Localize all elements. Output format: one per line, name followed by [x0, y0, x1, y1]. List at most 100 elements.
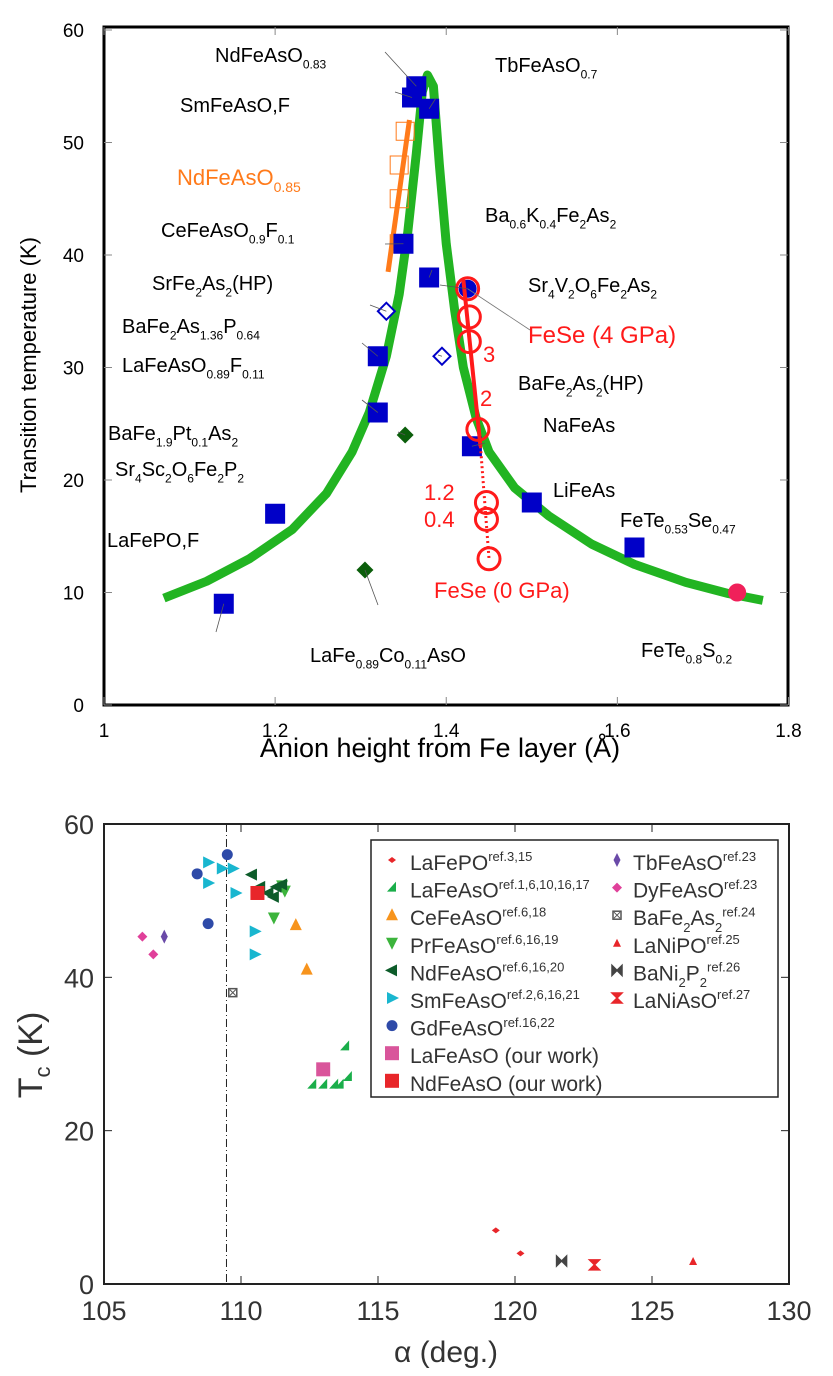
leader-line-srv — [439, 284, 468, 290]
pressure-label: 1.2 — [424, 480, 455, 505]
fese-circle — [455, 276, 481, 302]
blue-square-srsc — [265, 503, 286, 524]
label-part: 0.2 — [716, 652, 733, 666]
label-part: 2 — [620, 287, 627, 301]
y-tick-label: 20 — [64, 1117, 94, 1147]
label-srsc: Sr4Sc2O6Fe2P2 — [115, 459, 244, 485]
square-marker — [385, 1046, 399, 1061]
triangle-right-marker — [249, 925, 262, 938]
label-part: 2 — [225, 285, 232, 299]
diamond-marker — [388, 857, 396, 863]
label-part: LaNiPO — [633, 935, 707, 958]
label-part: 0.4 — [540, 217, 557, 231]
triangle-marker — [334, 1078, 344, 1089]
label-part: 2 — [596, 385, 603, 399]
label-part: BaFe — [518, 373, 566, 395]
label-part: NdFeAsO — [410, 962, 502, 985]
label-ndfeaso083: NdFeAsO0.83 — [215, 45, 326, 71]
label-nafeas: NaFeAs — [543, 415, 615, 437]
label-part: (HP) — [603, 373, 644, 395]
circle-marker — [386, 1020, 398, 1032]
triangle-right-marker — [387, 992, 399, 1004]
y-axis-label: Transition temperature (K) — [16, 237, 41, 493]
triangle-right-marker — [203, 877, 216, 890]
label-part: 2 — [700, 975, 707, 990]
fit-curve — [162, 70, 764, 605]
triangle-right-marker — [230, 886, 243, 899]
label-bapt: BaFe1.9Pt0.1As2 — [108, 423, 238, 449]
triangle-marker — [387, 881, 396, 892]
fit-curve-layer — [162, 70, 764, 605]
label-part: 1.9 — [156, 435, 173, 449]
label-part: P — [223, 316, 236, 338]
x-tick-label: 1.4 — [433, 721, 460, 742]
label-part: 0.64 — [237, 328, 261, 342]
boxed-x-marker — [612, 910, 622, 920]
label-part: 0.6 — [509, 217, 526, 231]
hourglass-marker — [587, 1259, 602, 1271]
label-part: 0.53 — [664, 522, 688, 536]
blue-square-lifeas — [521, 492, 542, 513]
label-part: Sr — [528, 275, 548, 297]
label-part: LaFe — [310, 645, 356, 667]
label-part: NdFeAsO (our work) — [410, 1073, 603, 1096]
circle-marker — [221, 849, 233, 861]
label-fetese: FeTe0.53Se0.47 — [620, 510, 736, 536]
label-part: S — [702, 640, 715, 662]
x — [229, 989, 237, 997]
triangle-up-marker — [289, 918, 302, 931]
y-label-unit: (K) — [12, 1012, 50, 1067]
label-part: Fe — [194, 459, 217, 481]
y-tick-label: 50 — [63, 134, 84, 155]
legend-label: LaFePOref.3,15 — [410, 849, 532, 875]
diamond-marker — [612, 882, 622, 893]
boxed-x-marker — [228, 987, 238, 998]
label-part: 0.11 — [242, 367, 265, 381]
label-ndfeaso085: NdFeAsO0.85 — [177, 165, 301, 195]
y-tick-label: 20 — [63, 471, 84, 492]
label-part: As — [627, 275, 650, 297]
legend-label: BaNi2P2ref.26 — [633, 960, 740, 991]
label-bahp: BaFe2As2(HP) — [518, 373, 644, 399]
legend-label: DyFeAsOref.23 — [633, 877, 757, 903]
label-part: 0.83 — [303, 57, 327, 71]
label-part: NdFeAsO — [177, 165, 274, 190]
label-part: O — [172, 459, 188, 481]
x-tick-label: 120 — [492, 1296, 537, 1326]
y-tick-label: 60 — [64, 810, 94, 840]
label-part: Ba — [485, 205, 510, 227]
square-marker — [250, 885, 265, 900]
x-tick-label: 110 — [219, 1296, 262, 1326]
legend: LaFePOref.3,15LaFeAsOref.1,6,10,16,17CeF… — [370, 839, 779, 1098]
triangle-marker — [613, 938, 621, 947]
label-part: As — [202, 273, 225, 295]
leader-line-bap — [361, 342, 379, 357]
orange-open-square — [389, 155, 409, 175]
legend-label: LaNiPOref.25 — [633, 932, 740, 958]
leader-line-bapt — [397, 431, 406, 436]
leader-line-bahp — [437, 354, 443, 357]
leader-line-lafepof — [215, 603, 225, 633]
x-axis-label: α (deg.) — [394, 1336, 498, 1369]
axes: 105 110 115 120 125 130 0 20 40 60 — [64, 810, 812, 1326]
orange-trend-line — [385, 119, 412, 273]
plot-frame — [103, 823, 790, 1285]
label-part: 2 — [679, 975, 686, 990]
x-tick-label: 125 — [629, 1296, 674, 1326]
triangle-up-marker — [300, 962, 313, 975]
label-part: LaFeAsO (our work) — [410, 1045, 599, 1068]
bowtie-marker — [555, 1254, 568, 1268]
label-part: 2 — [580, 217, 587, 231]
fese-circle — [456, 304, 482, 330]
label-fetes: FeTe0.8S0.2 — [641, 640, 733, 666]
label-part: (HP) — [232, 273, 273, 295]
label-part: LaNiAsO — [633, 990, 717, 1013]
label-part: 2 — [237, 471, 244, 485]
label-part: F — [230, 355, 242, 377]
legend-label: NdFeAsOref.6,16,20 — [410, 960, 564, 986]
square-marker — [316, 1062, 331, 1077]
y-tick-label: 0 — [79, 1270, 94, 1300]
x-tick-label: 115 — [356, 1296, 399, 1326]
hourglass-marker — [610, 992, 624, 1004]
